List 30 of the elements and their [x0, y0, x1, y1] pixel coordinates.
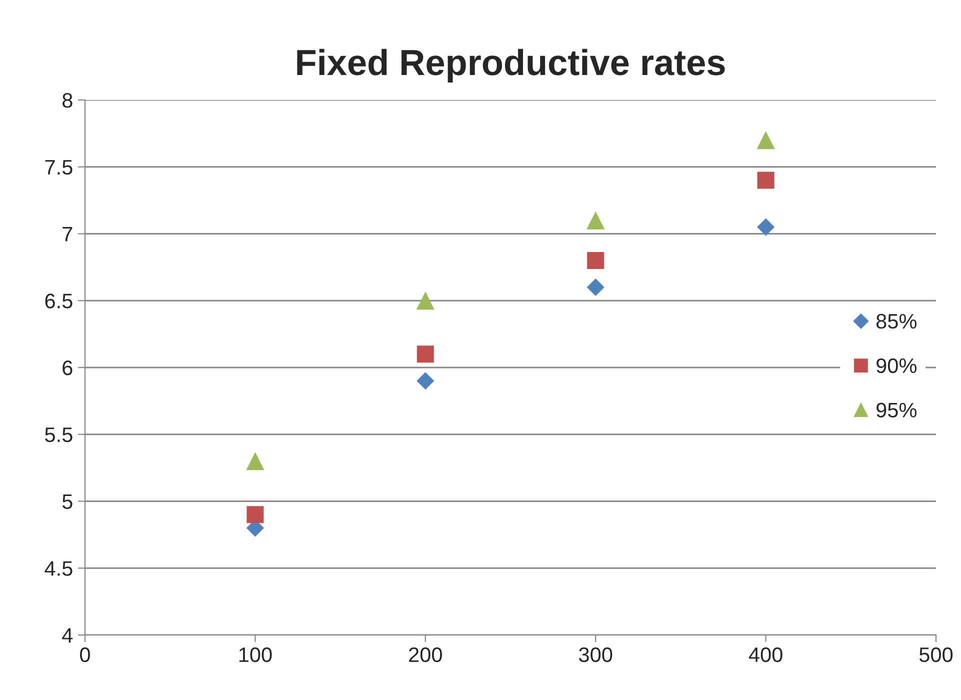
x-tick-label: 200 — [409, 647, 442, 662]
y-tick-label: 4 — [62, 628, 73, 643]
y-tick-label: 7.5 — [45, 160, 72, 175]
point — [586, 278, 604, 296]
y-tick-label: 5.5 — [45, 428, 72, 442]
y-tick-label: 6.5 — [45, 294, 72, 308]
y-tick-label: 6 — [62, 360, 72, 376]
y-tick-label: 7 — [62, 226, 72, 242]
legend-label: 95% — [876, 402, 917, 418]
x-tick-label: 500 — [919, 647, 953, 662]
point — [246, 452, 264, 470]
y-tick-label: 8 — [62, 93, 72, 108]
legend-label: 90% — [876, 358, 917, 374]
x-tick-label: 0 — [80, 647, 90, 662]
x-tick-label: 300 — [579, 647, 612, 662]
point — [416, 346, 434, 363]
x-tick-label: 100 — [239, 647, 272, 662]
point — [586, 211, 605, 230]
point — [757, 172, 774, 189]
y-tick-label: 4.5 — [44, 561, 72, 576]
x-tick-label: 400 — [748, 647, 782, 662]
point — [756, 131, 775, 150]
point — [757, 218, 775, 236]
point — [246, 506, 264, 524]
point — [416, 372, 434, 390]
point — [587, 252, 604, 270]
y-tick-label: 5 — [62, 494, 72, 510]
point — [416, 292, 434, 310]
legend-label: 85% — [876, 314, 917, 329]
chart-title: Fixed Reproductive rates — [297, 48, 725, 82]
